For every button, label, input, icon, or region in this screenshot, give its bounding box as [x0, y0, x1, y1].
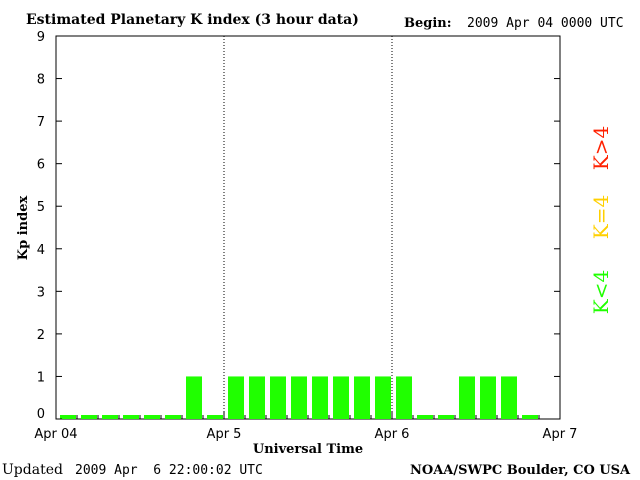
kp-bar	[81, 415, 97, 419]
kp-bar	[312, 376, 328, 419]
x-axis-title: Universal Time	[253, 442, 363, 457]
y-tick-label: 7	[37, 115, 45, 130]
kp-bar	[186, 376, 202, 419]
y-tick-label: 2	[37, 328, 45, 343]
begin-label: Begin:	[404, 16, 452, 31]
kp-bar	[144, 415, 160, 419]
kp-bar	[480, 376, 496, 419]
legend-k-above-4: K>4	[589, 126, 613, 170]
kp-bar	[207, 415, 223, 419]
kp-bar	[333, 376, 349, 419]
y-tick-label: 3	[37, 285, 45, 300]
kp-bar	[375, 376, 391, 419]
y-tick-label: 0	[37, 407, 45, 422]
x-tick-label: Apr 04	[34, 427, 77, 442]
y-tick-label: 5	[37, 200, 45, 215]
y-axis-ticks: 0 1 2 3 4 5 6 7 8 9	[37, 30, 560, 422]
updated-label: Updated	[2, 462, 63, 478]
kp-bar	[165, 415, 181, 419]
y-tick-label: 6	[37, 158, 45, 173]
kp-bar	[249, 376, 265, 419]
bars	[60, 376, 538, 419]
kp-bar	[60, 415, 76, 419]
chart-title: Estimated Planetary K index (3 hour data…	[26, 12, 359, 28]
kp-bar	[396, 376, 412, 419]
kp-bar	[270, 376, 286, 419]
kp-bar	[417, 415, 433, 419]
x-tick-label: Apr 5	[207, 427, 242, 442]
kp-bar	[438, 415, 454, 419]
legend-k-below-4: K<4	[589, 270, 613, 314]
x-tick-label: Apr 7	[543, 427, 578, 442]
y-tick-label: 4	[37, 243, 45, 258]
day-separators	[223, 36, 393, 419]
begin-value: 2009 Apr 04 0000 UTC	[467, 16, 624, 31]
y-axis-title: Kp index	[16, 196, 31, 261]
source-credit: NOAA/SWPC Boulder, CO USA	[410, 463, 631, 478]
y-tick-label: 8	[37, 73, 45, 88]
x-axis-ticks: Apr 04 Apr 5 Apr 6 Apr 7	[34, 411, 577, 442]
kp-bar	[522, 415, 538, 419]
plot-frame	[55, 35, 561, 420]
legend-k-equal-4: K=4	[589, 195, 613, 239]
updated-value: 2009 Apr 6 22:00:02 UTC	[75, 463, 263, 478]
kp-bar	[102, 415, 118, 419]
kp-bar	[354, 376, 370, 419]
y-tick-label: 1	[37, 370, 45, 385]
kp-bar	[291, 376, 307, 419]
kp-bar	[501, 376, 517, 419]
kp-bar	[123, 415, 139, 419]
kp-bar	[228, 376, 244, 419]
kp-bar	[459, 376, 475, 419]
y-tick-label: 9	[37, 30, 45, 45]
x-tick-label: Apr 6	[375, 427, 410, 442]
